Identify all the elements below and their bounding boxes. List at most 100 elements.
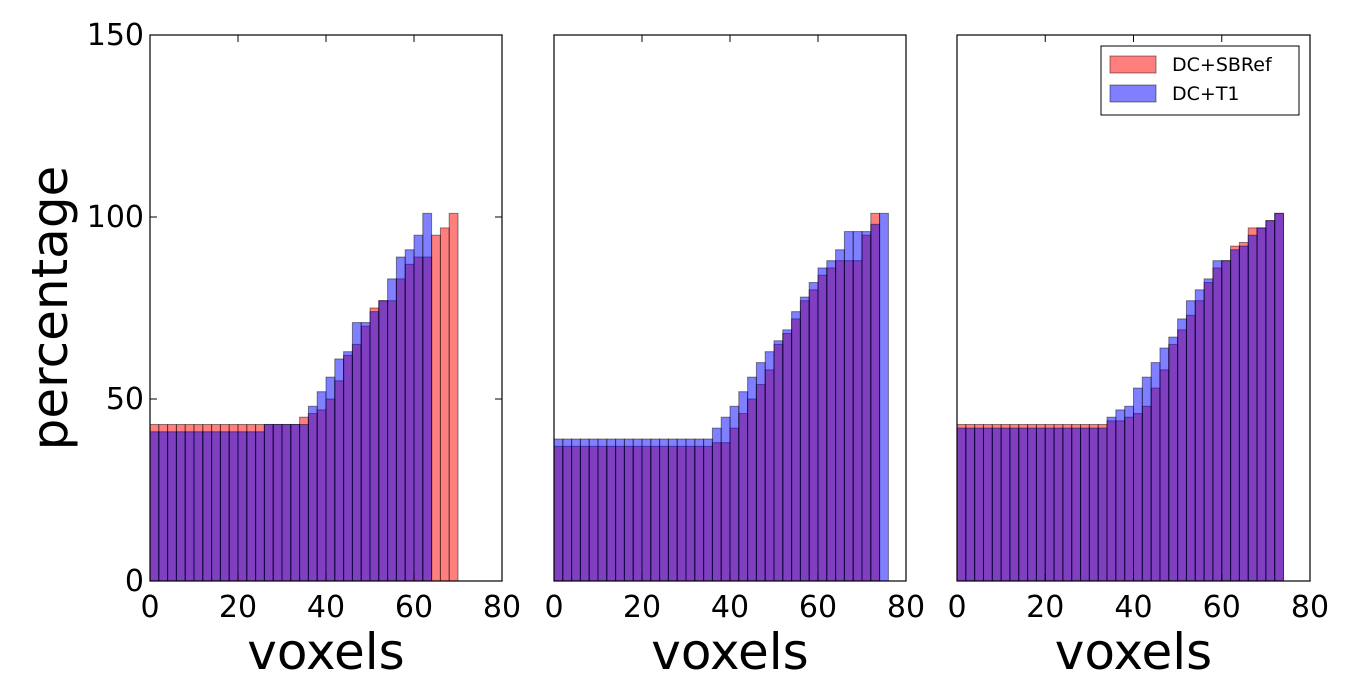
bar (553, 438, 564, 582)
x-tick-label: 60 (799, 590, 837, 625)
bar (175, 431, 186, 582)
bar (1035, 427, 1046, 582)
panel-right: 0 20 40 60 80 voxels DC+SBRef DC+T1 (947, 34, 1329, 681)
x-tick-label: 20 (1026, 590, 1064, 625)
bar (1150, 362, 1161, 582)
bar (747, 376, 757, 582)
bar (263, 423, 274, 582)
bar (808, 282, 819, 582)
bar (1265, 220, 1276, 582)
bar (1185, 300, 1196, 582)
bar (334, 358, 345, 582)
y-tick-label: 100 (87, 200, 144, 235)
bar (219, 431, 230, 582)
x-tick-label: 40 (1114, 590, 1152, 625)
y-tick-label: 150 (87, 18, 144, 53)
bar (1177, 318, 1187, 582)
bar (1168, 336, 1179, 582)
bar (632, 438, 643, 582)
bar (343, 351, 353, 582)
panel-left: 0 20 40 60 80 0 50 100 150 voxels percentage (21, 18, 521, 681)
bar (387, 278, 397, 582)
bar (1212, 260, 1223, 582)
bar (974, 427, 984, 582)
x-tick-label: 0 (140, 590, 159, 625)
bar (395, 256, 406, 582)
bar (255, 431, 265, 582)
x-tick-label: 80 (887, 590, 925, 625)
x-tick-label: 80 (483, 590, 521, 625)
bar (281, 423, 292, 582)
bar (879, 212, 889, 582)
bar (1274, 212, 1285, 582)
bar (325, 376, 336, 582)
bar (799, 296, 810, 582)
x-tick-label: 20 (623, 590, 661, 625)
bar (1044, 427, 1055, 582)
legend: DC+SBRef DC+T1 (1100, 45, 1300, 116)
bar (369, 311, 380, 582)
bar (1053, 427, 1064, 582)
panel-middle: 0 20 40 60 80 voxels (544, 34, 925, 681)
bar (272, 423, 283, 582)
bar (1080, 427, 1090, 582)
bar (764, 351, 775, 582)
bar (202, 431, 213, 582)
bar (1159, 347, 1170, 582)
bar (307, 405, 318, 582)
bar (1194, 289, 1205, 582)
bar (659, 438, 669, 582)
bar (843, 231, 854, 582)
bar (870, 223, 881, 582)
bar (1071, 427, 1082, 582)
bar (991, 427, 1002, 582)
bar (641, 438, 652, 582)
bar (597, 438, 608, 582)
x-tick-label: 80 (1291, 590, 1329, 625)
bar (448, 212, 459, 582)
bar (246, 431, 257, 582)
bar (1203, 278, 1214, 582)
legend-label: DC+T1 (1172, 83, 1240, 105)
bar (685, 438, 696, 582)
bar (1009, 427, 1020, 582)
bar (299, 423, 309, 582)
x-tick-label: 60 (1203, 590, 1241, 625)
bar (755, 362, 766, 582)
y-axis-label: percentage (21, 166, 79, 451)
bar (791, 311, 801, 582)
x-tick-label: 0 (947, 590, 966, 625)
bar (1027, 427, 1037, 582)
bar (404, 249, 415, 582)
bar (1230, 249, 1240, 582)
bar (1115, 409, 1126, 582)
bar (1221, 260, 1232, 582)
legend-box (1100, 45, 1300, 116)
bar (703, 438, 713, 582)
bar (623, 438, 634, 582)
bar (193, 431, 204, 582)
x-tick-label: 40 (711, 590, 749, 625)
bar (1133, 387, 1143, 582)
bar (650, 438, 661, 582)
series-dc-t1 (149, 212, 433, 582)
bar (1018, 427, 1029, 582)
x-axis-label: voxels (651, 623, 808, 681)
bar (149, 431, 160, 582)
bar (720, 416, 731, 582)
bar (316, 391, 327, 582)
bar (1238, 245, 1249, 582)
x-axis-label: voxels (1055, 623, 1212, 681)
bar (431, 234, 441, 582)
x-tick-label: 60 (395, 590, 433, 625)
bar (360, 322, 371, 582)
bar (413, 234, 424, 582)
bar (711, 427, 722, 582)
bar (676, 438, 687, 582)
bar (1247, 234, 1258, 582)
bar (852, 231, 863, 582)
bar (773, 340, 784, 582)
bar (861, 231, 872, 582)
bar (351, 322, 362, 582)
